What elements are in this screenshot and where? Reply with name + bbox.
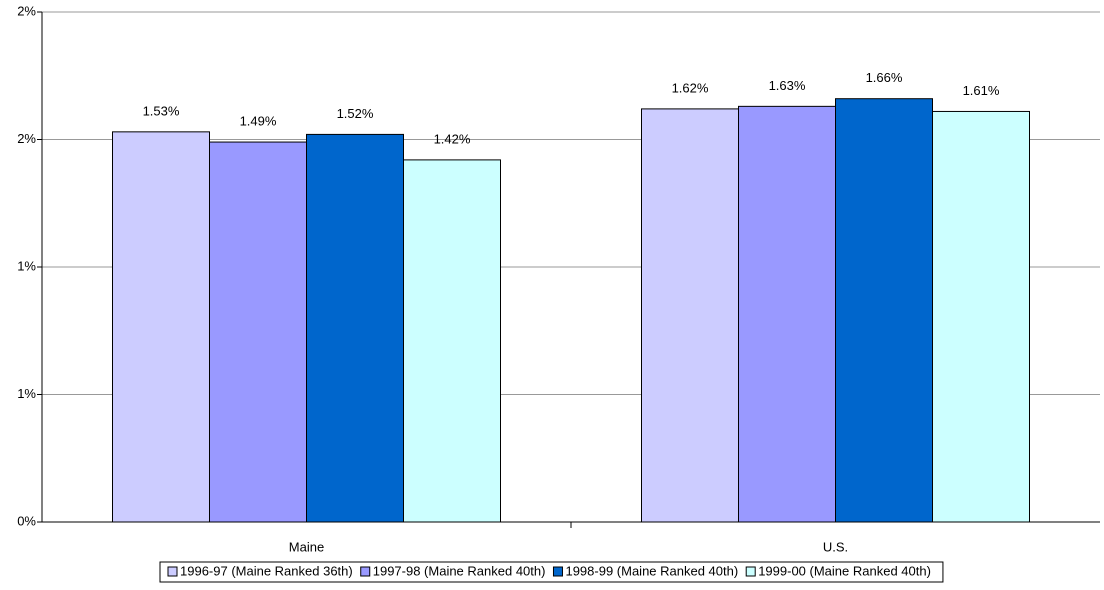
legend-label: 1997-98 (Maine Ranked 40th) [373, 563, 546, 578]
y-tick-label: 0% [17, 513, 36, 528]
x-tick-label: U.S. [823, 539, 848, 554]
legend-label: 1996-97 (Maine Ranked 36th) [180, 563, 353, 578]
legend-swatch [552, 566, 563, 577]
legend: 1996-97 (Maine Ranked 36th) 1997-98 (Main… [159, 561, 944, 583]
data-label: 1.49% [240, 113, 277, 128]
y-tick-label: 1% [17, 386, 36, 401]
data-label: 1.66% [866, 70, 903, 85]
data-label: 1.52% [337, 106, 374, 121]
y-tick-label: 2% [17, 3, 36, 18]
bar [641, 108, 739, 523]
data-label: 1.42% [434, 131, 471, 146]
bar [209, 141, 307, 523]
data-label: 1.63% [769, 78, 806, 93]
legend-swatch [167, 566, 178, 577]
y-tick-label: 1% [17, 258, 36, 273]
bar [835, 98, 933, 523]
legend-swatch [360, 566, 371, 577]
data-label: 1.53% [143, 103, 180, 118]
bar [932, 110, 1030, 523]
legend-label: 1999-00 (Maine Ranked 40th) [758, 563, 931, 578]
data-label: 1.62% [672, 80, 709, 95]
legend-label: 1998-99 (Maine Ranked 40th) [565, 563, 738, 578]
y-tick-label: 2% [17, 131, 36, 146]
bar [738, 105, 836, 523]
data-label: 1.61% [963, 83, 1000, 98]
bar [306, 133, 404, 523]
legend-swatch [745, 566, 756, 577]
bar [112, 131, 210, 523]
bar [403, 159, 501, 523]
x-tick-label: Maine [289, 539, 324, 554]
